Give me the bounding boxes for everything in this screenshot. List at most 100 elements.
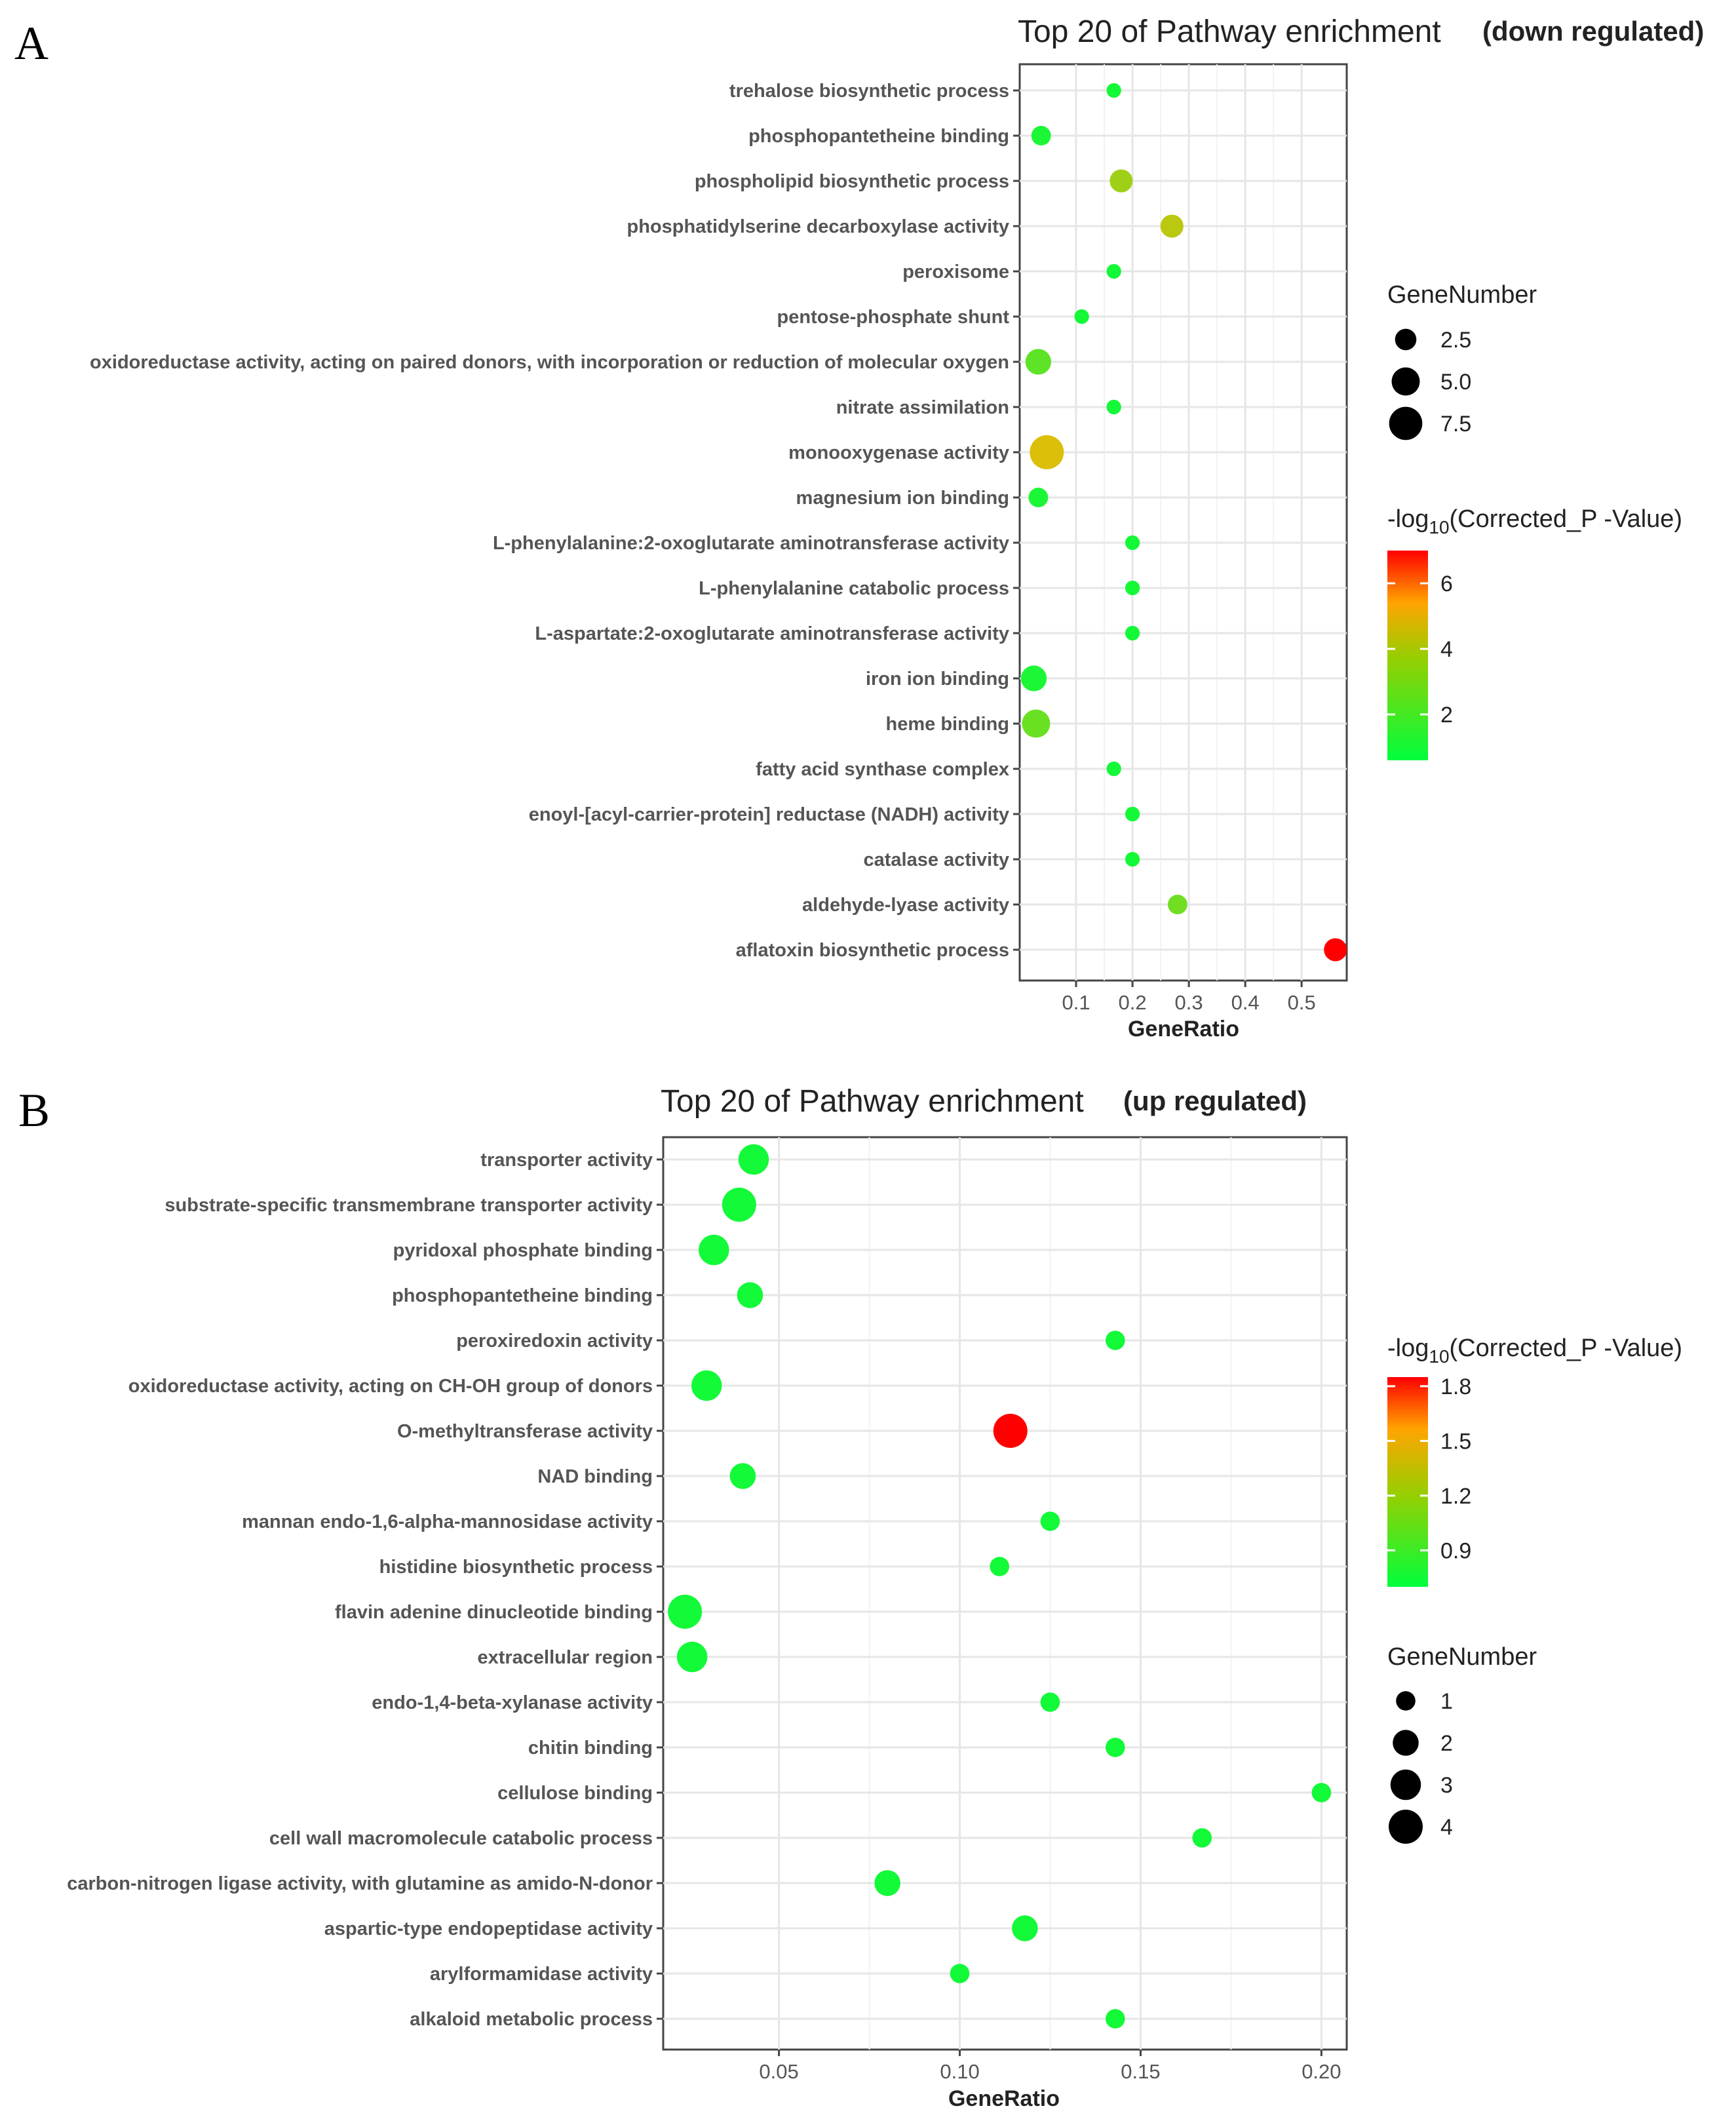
colorbar-tick-label: 1.8 — [1440, 1374, 1471, 1399]
y-tick-label: nitrate assimilation — [836, 397, 1009, 418]
colorbar-a — [1387, 551, 1428, 760]
data-point — [874, 1870, 900, 1896]
data-point — [668, 1595, 703, 1629]
y-tick-label: oxidoreductase activity, acting on CH-OH… — [128, 1376, 653, 1397]
y-tick-label: peroxiredoxin activity — [456, 1331, 653, 1352]
y-tick-label: iron ion binding — [866, 669, 1009, 690]
size-legend-marker — [1395, 328, 1417, 351]
y-tick-label: pyridoxal phosphate binding — [393, 1240, 653, 1261]
y-tick-label: trehalose biosynthetic process — [729, 81, 1009, 102]
data-point — [738, 1144, 769, 1175]
y-tick-label: transporter activity — [480, 1150, 653, 1171]
data-point — [1106, 399, 1121, 415]
data-point — [699, 1234, 729, 1266]
x-tick-label: 0.10 — [940, 2060, 979, 2083]
data-point — [1020, 665, 1047, 691]
chart-a-size-legend: GeneNumber 2.5 5.0 7.5 — [1387, 281, 1537, 440]
y-tick-label: phosphatidylserine decarboxylase activit… — [627, 216, 1009, 237]
y-tick-label: histidine biosynthetic process — [379, 1557, 653, 1578]
data-point — [1125, 851, 1140, 867]
x-tick-label: 0.05 — [759, 2060, 798, 2083]
y-tick-label: endo-1,4-beta-xylanase activity — [372, 1692, 653, 1713]
data-point — [722, 1188, 756, 1222]
data-point — [1167, 895, 1187, 914]
data-point — [1025, 349, 1052, 375]
size-legend-label: 2.5 — [1440, 328, 1471, 353]
panel-b-chart: Top 20 of Pathway enrichment (up regulat… — [67, 1084, 1682, 2111]
panel-a-letter: A — [14, 17, 48, 69]
data-point — [1125, 535, 1140, 551]
data-point — [1030, 435, 1064, 469]
data-point — [691, 1370, 722, 1401]
colorbar-tick-label: 6 — [1440, 572, 1453, 596]
colorbar-b — [1387, 1377, 1428, 1587]
chart-a-title: Top 20 of Pathway enrichment — [1018, 14, 1441, 49]
y-tick-label: O-methyltransferase activity — [397, 1421, 653, 1442]
chart-b-y-axis: transporter activity substrate-specific t… — [67, 1150, 663, 2030]
chart-b-size-legend: GeneNumber 1 2 3 4 — [1387, 1643, 1537, 1844]
y-tick-label: NAD binding — [537, 1466, 653, 1487]
data-point — [993, 1414, 1028, 1448]
chart-a-points — [1020, 83, 1347, 962]
y-tick-label: alkaloid metabolic process — [410, 2009, 653, 2030]
data-point — [1106, 83, 1121, 98]
y-tick-label: extracellular region — [477, 1647, 653, 1668]
size-legend-label: 2 — [1440, 1731, 1453, 1756]
chart-a-plot-area — [1018, 63, 1348, 982]
colorbar-tick-label: 0.9 — [1440, 1538, 1471, 1563]
data-point — [1022, 709, 1051, 738]
data-point — [1106, 263, 1121, 279]
y-tick-label: arylformamidase activity — [430, 1964, 653, 1985]
chart-a-x-axis: 0.1 0.2 0.3 0.4 0.5 — [1062, 981, 1316, 1014]
size-legend-label: 5.0 — [1440, 370, 1471, 395]
panel-a-chart: Top 20 of Pathway enrichment (down regul… — [90, 14, 1704, 1041]
size-legend-b-title: GeneNumber — [1387, 1643, 1537, 1671]
size-legend-marker — [1396, 1691, 1416, 1711]
y-tick-label: aldehyde-lyase activity — [802, 895, 1009, 916]
y-tick-label: mannan endo-1,6-alpha-mannosidase activi… — [242, 1511, 653, 1532]
y-tick-label: oxidoreductase activity, acting on paire… — [90, 352, 1009, 373]
data-point — [1031, 126, 1051, 146]
y-tick-label: catalase activity — [864, 849, 1009, 870]
y-tick-label: phosphopantetheine binding — [392, 1285, 653, 1306]
x-tick-label: 0.5 — [1288, 991, 1316, 1014]
y-tick-label: heme binding — [886, 714, 1010, 735]
x-tick-label: 0.20 — [1302, 2060, 1341, 2083]
size-legend-label: 4 — [1440, 1815, 1453, 1840]
y-tick-label: peroxisome — [902, 262, 1009, 282]
colorbar-tick-label: 1.2 — [1440, 1484, 1471, 1509]
data-point — [1040, 1692, 1060, 1712]
y-tick-label: cell wall macromolecule catabolic proces… — [269, 1828, 653, 1849]
chart-a-color-legend: -log10(Corrected_P -Value) 6 4 2 — [1387, 505, 1682, 760]
color-legend-a-title: -log10(Corrected_P -Value) — [1387, 505, 1682, 537]
chart-b-plot-area — [662, 1136, 1348, 2051]
data-point — [1125, 625, 1140, 641]
y-tick-label: carbon-nitrogen ligase activity, with gl… — [67, 1873, 653, 1894]
chart-b-x-axis: 0.05 0.10 0.15 0.20 — [759, 2050, 1341, 2083]
y-tick-label: L-aspartate:2-oxoglutarate aminotransfer… — [535, 623, 1009, 644]
data-point — [1074, 309, 1089, 324]
x-tick-label: 0.4 — [1231, 991, 1260, 1014]
y-tick-label: enoyl-[acyl-carrier-protein] reductase (… — [529, 804, 1009, 825]
x-tick-label: 0.2 — [1119, 991, 1147, 1014]
y-tick-label: aflatoxin biosynthetic process — [736, 940, 1009, 961]
data-point — [1192, 1828, 1212, 1848]
chart-a-subtitle: (down regulated) — [1482, 16, 1704, 47]
data-point — [1160, 214, 1184, 238]
data-point — [729, 1463, 756, 1489]
panel-b-letter: B — [18, 1084, 50, 1137]
y-tick-label: pentose-phosphate shunt — [777, 307, 1010, 328]
chart-b-title: Top 20 of Pathway enrichment — [661, 1084, 1084, 1119]
y-tick-label: aspartic-type endopeptidase activity — [324, 1918, 653, 1939]
y-tick-label: L-phenylalanine:2-oxoglutarate aminotran… — [493, 533, 1009, 554]
y-tick-label: flavin adenine dinucleotide binding — [335, 1602, 653, 1623]
size-legend-marker — [1389, 406, 1423, 440]
y-tick-label: phosphopantetheine binding — [748, 126, 1009, 147]
data-point — [1106, 1331, 1125, 1350]
chart-b-color-legend: -log10(Corrected_P -Value) 1.8 1.5 1.2 0.9 — [1387, 1334, 1682, 1587]
data-point — [950, 1964, 970, 1983]
y-tick-label: phospholipid biosynthetic process — [695, 171, 1009, 192]
y-tick-label: substrate-specific transmembrane transpo… — [164, 1195, 653, 1216]
colorbar-tick-label: 2 — [1440, 703, 1453, 728]
size-legend-marker — [1393, 1730, 1419, 1756]
